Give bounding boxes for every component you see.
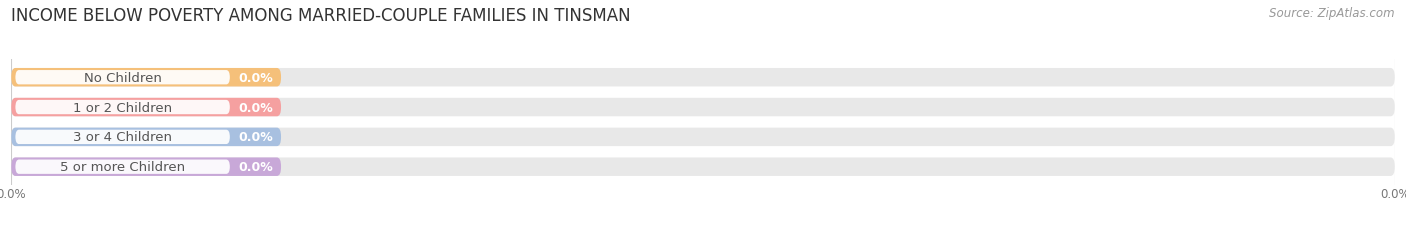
FancyBboxPatch shape: [11, 128, 281, 146]
FancyBboxPatch shape: [11, 158, 1395, 176]
Text: 5 or more Children: 5 or more Children: [60, 161, 186, 173]
Text: 0.0%: 0.0%: [238, 161, 273, 173]
FancyBboxPatch shape: [15, 160, 229, 174]
FancyBboxPatch shape: [11, 69, 1395, 87]
FancyBboxPatch shape: [11, 98, 281, 117]
FancyBboxPatch shape: [11, 128, 1395, 146]
Text: 1 or 2 Children: 1 or 2 Children: [73, 101, 172, 114]
Text: 0.0%: 0.0%: [238, 131, 273, 144]
FancyBboxPatch shape: [11, 69, 281, 87]
FancyBboxPatch shape: [11, 98, 1395, 117]
FancyBboxPatch shape: [11, 158, 281, 176]
Text: 3 or 4 Children: 3 or 4 Children: [73, 131, 172, 144]
Text: 0.0%: 0.0%: [238, 71, 273, 84]
FancyBboxPatch shape: [15, 130, 229, 144]
FancyBboxPatch shape: [15, 100, 229, 115]
Text: No Children: No Children: [84, 71, 162, 84]
FancyBboxPatch shape: [15, 71, 229, 85]
Text: 0.0%: 0.0%: [238, 101, 273, 114]
Text: INCOME BELOW POVERTY AMONG MARRIED-COUPLE FAMILIES IN TINSMAN: INCOME BELOW POVERTY AMONG MARRIED-COUPL…: [11, 7, 631, 25]
Text: Source: ZipAtlas.com: Source: ZipAtlas.com: [1270, 7, 1395, 20]
